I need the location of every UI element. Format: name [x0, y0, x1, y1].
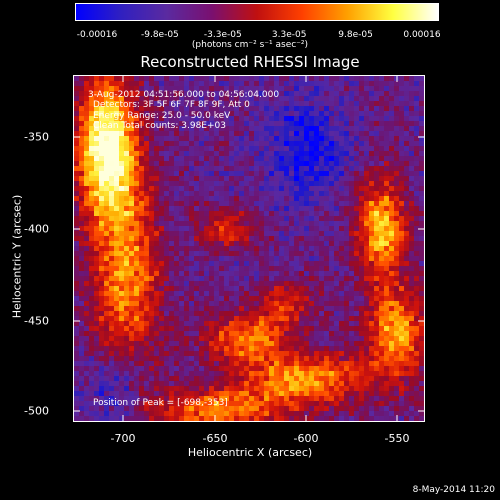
time-range-text: 3-Aug-2012 04:51:56.000 to 04:56:04.000	[88, 90, 280, 100]
y-axis-label: Heliocentric Y (arcsec)	[10, 194, 24, 319]
x-tick-label: -600	[293, 432, 319, 445]
peak-position-text: Position of Peak = [-698,-353]	[93, 398, 228, 408]
footer-date: 8-May-2014 11:20	[412, 485, 495, 495]
energy-range-text: Energy Range: 25.0 - 50.0 keV	[93, 111, 231, 121]
plot-frame	[73, 75, 425, 422]
x-tick-label: -650	[202, 432, 228, 445]
colorbar-tick-label: -3.3e-05	[203, 30, 242, 40]
x-axis-label: Heliocentric X (arcsec)	[187, 446, 313, 459]
colorbar	[75, 3, 439, 21]
x-tick-label: -700	[110, 432, 136, 445]
rhessi-image	[74, 76, 424, 421]
colorbar-tick-label: 0.00016	[403, 30, 441, 40]
detectors-text: Detectors: 3F 5F 6F 7F 8F 9F, Att 0	[93, 100, 250, 110]
y-tick-label: -450	[24, 314, 49, 328]
colorbar-tick-label: -9.8e-05	[140, 30, 179, 40]
colorbar-tick-label: 3.3e-05	[271, 30, 307, 40]
clean-text: Clean Total counts: 3.98E+03	[93, 121, 226, 131]
colorbar-units: (photons cm⁻² s⁻¹ asec⁻²)	[191, 40, 309, 50]
y-tick-label: -400	[24, 222, 49, 236]
colorbar-tick-label: 9.8e-05	[338, 30, 373, 40]
plot-title: Reconstructed RHESSI Image	[140, 53, 360, 71]
y-tick-label: -350	[24, 130, 49, 144]
y-tick-label: -500	[24, 404, 49, 418]
x-tick-label: -550	[384, 432, 410, 445]
colorbar-tick-label: -0.00016	[76, 30, 118, 40]
